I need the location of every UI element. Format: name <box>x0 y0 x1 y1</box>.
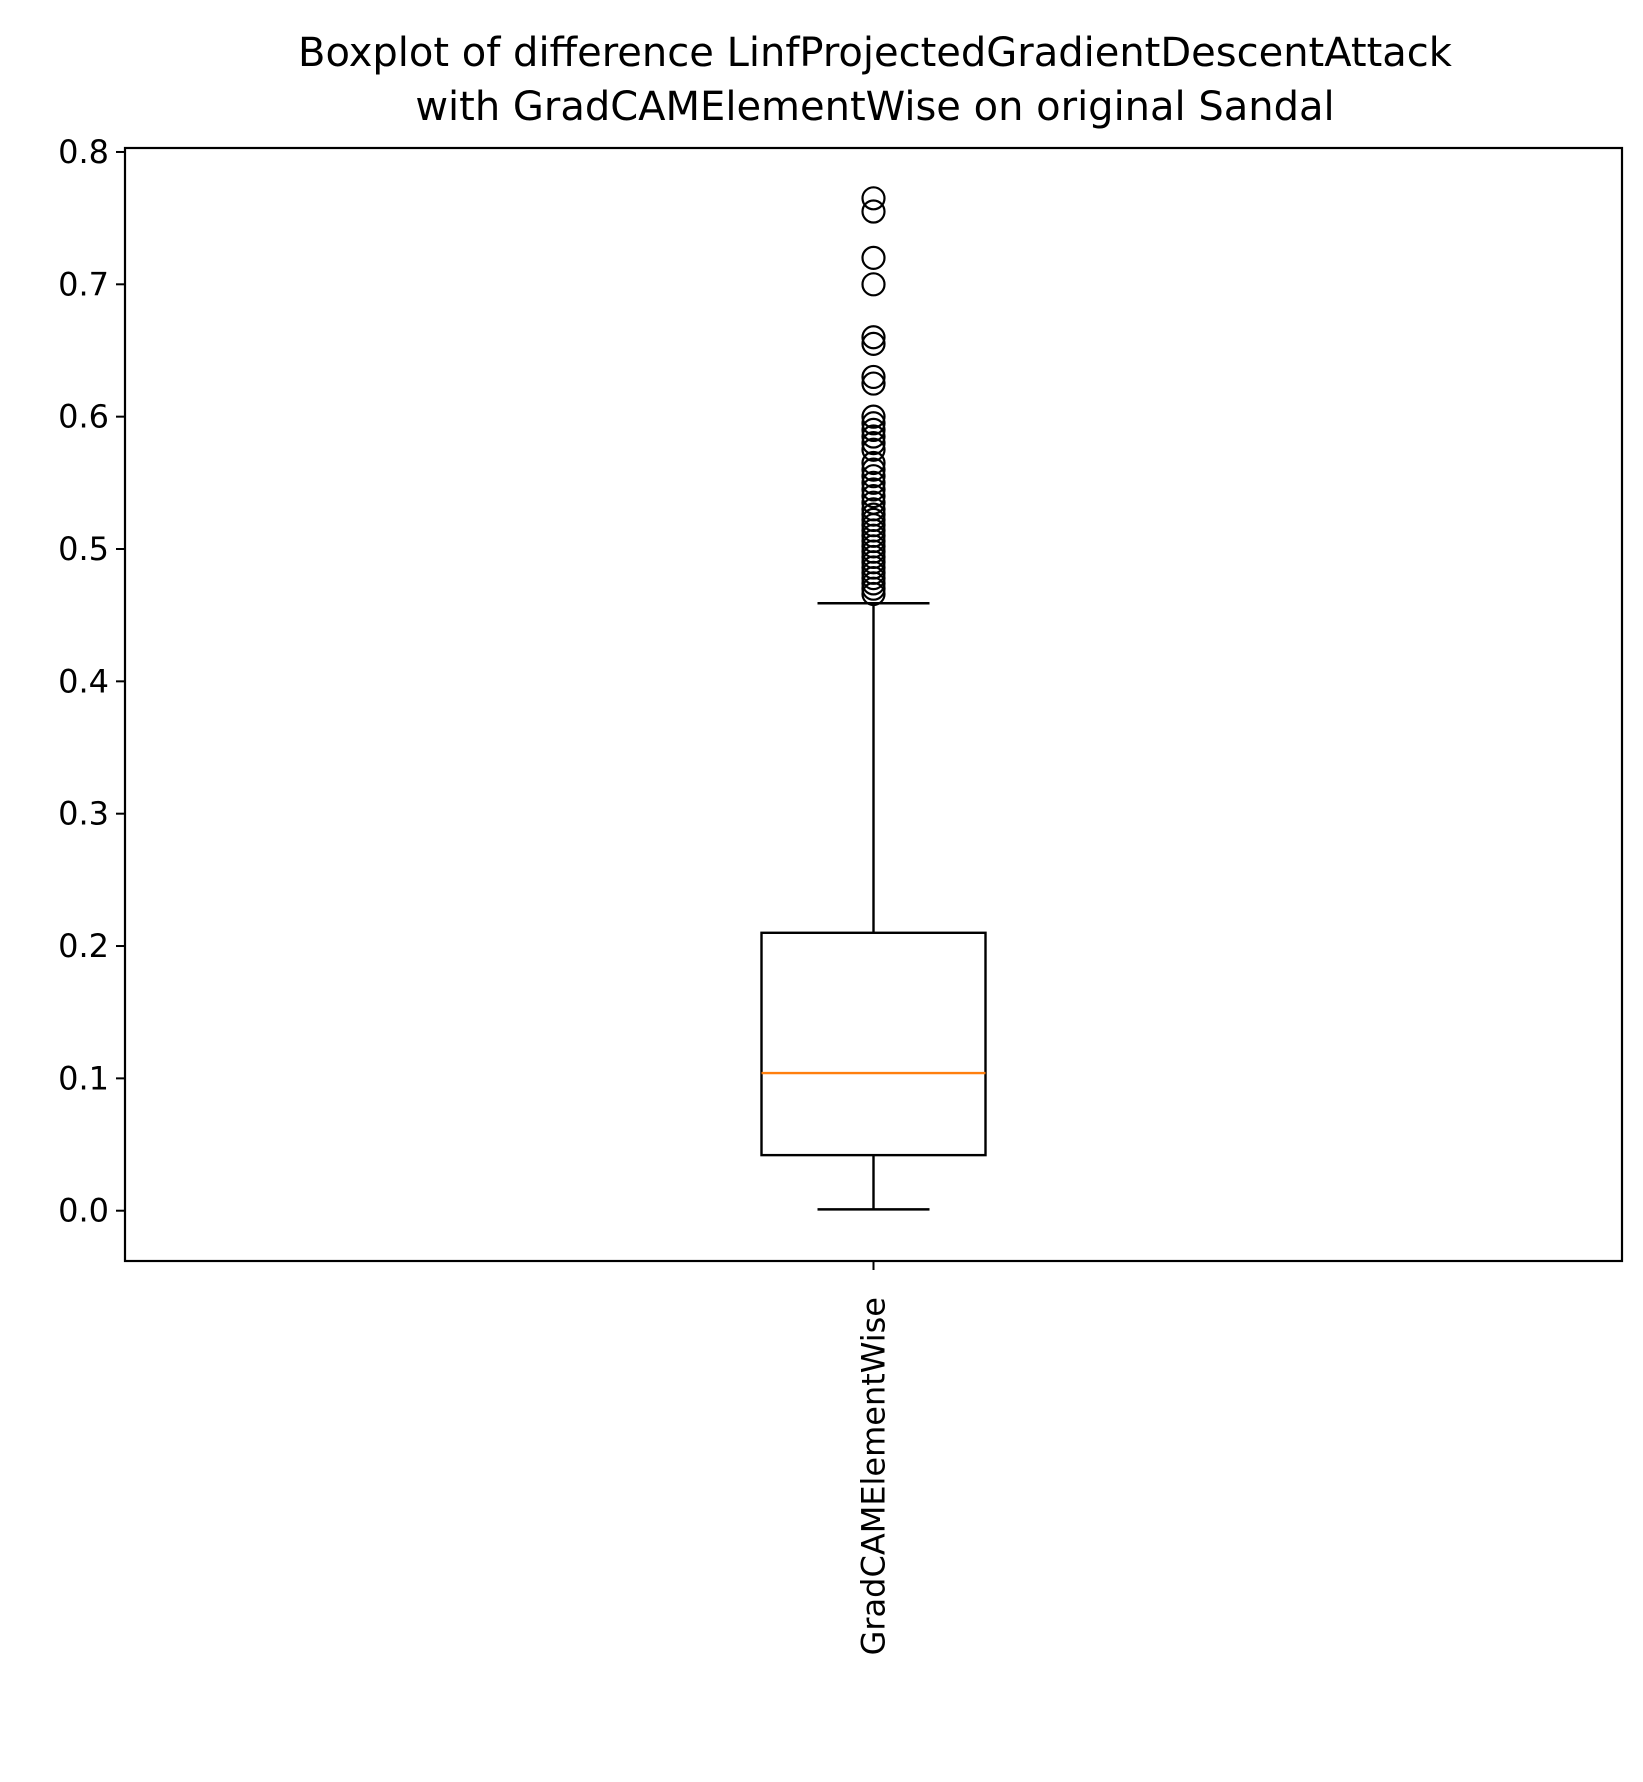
outlier-point <box>861 424 886 449</box>
outlier-point <box>861 245 886 270</box>
y-tick-label: 0.6 <box>58 398 109 436</box>
outlier-point <box>861 431 886 456</box>
chart-title-line-2: with GradCAMElementWise on original Sand… <box>415 84 1334 130</box>
outlier-point <box>861 497 886 522</box>
outlier-point <box>861 502 886 527</box>
y-tick-label: 0.3 <box>58 795 109 833</box>
plot-area: 0.0 0.1 0.2 0.3 0.4 0.5 0.6 0.7 0.8 GradCAMElemen… <box>58 133 987 1655</box>
outlier-point <box>861 417 886 442</box>
outlier-point <box>861 477 886 502</box>
y-tick-label: 0.7 <box>58 265 109 303</box>
y-tick-label: 0.4 <box>58 662 109 700</box>
y-tick-label: 0.5 <box>58 530 109 568</box>
outlier-point <box>861 470 886 495</box>
outlier-point <box>861 186 886 211</box>
iqr-box <box>760 931 987 1157</box>
chart-title-line-1: Boxplot of difference LinfProjectedGradi… <box>298 30 1453 76</box>
outlier-point <box>861 272 886 297</box>
outlier-point <box>861 364 886 390</box>
outlier-point <box>861 411 886 436</box>
outlier-point <box>861 325 886 350</box>
outlier-point <box>861 483 886 509</box>
outlier-point <box>861 199 886 224</box>
outlier-point <box>861 331 886 356</box>
y-tick-label: 0.1 <box>58 1059 109 1097</box>
outlier-point <box>861 490 886 515</box>
y-tick-label: 0.0 <box>58 1192 109 1230</box>
outlier-point <box>861 464 886 489</box>
outlier-point <box>861 450 886 476</box>
outlier-point <box>861 437 886 462</box>
axes-frame <box>123 146 1624 1263</box>
x-tick-label: GradCAMElementWise <box>855 1297 893 1655</box>
outlier-point <box>861 457 886 482</box>
outlier-point <box>861 371 886 396</box>
y-tick-label: 0.8 <box>58 133 109 171</box>
y-tick-label: 0.2 <box>58 927 109 965</box>
outlier-point <box>861 404 886 429</box>
outlier-point <box>861 507 886 532</box>
